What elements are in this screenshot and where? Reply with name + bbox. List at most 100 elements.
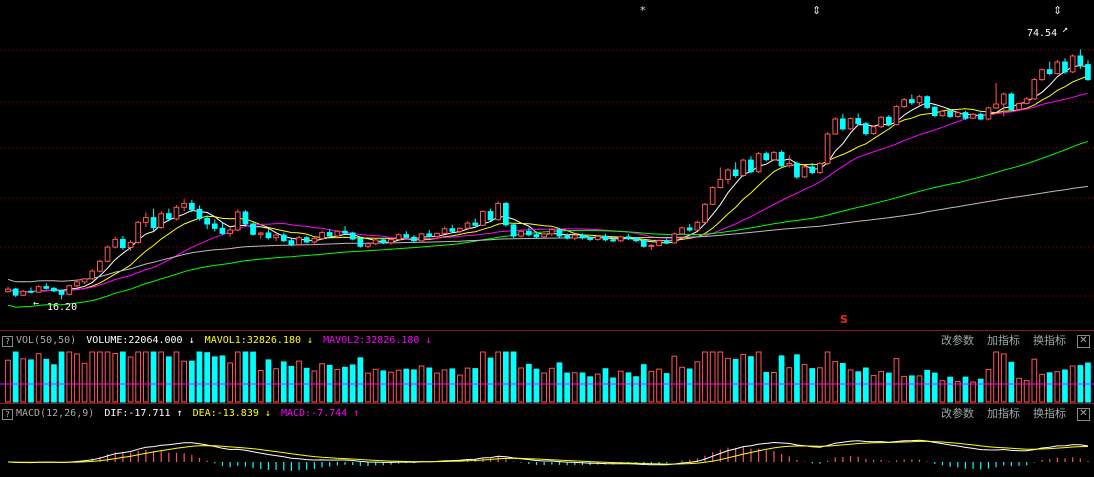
candle-body <box>441 228 448 234</box>
candle-body <box>303 237 310 243</box>
volume-bar <box>1000 353 1007 403</box>
dea-value: DEA:-13.839 <box>192 408 259 419</box>
candle-body <box>434 232 440 237</box>
volume-bar <box>526 363 532 403</box>
candle-body <box>617 236 624 242</box>
volume-bar <box>579 372 586 403</box>
close-icon[interactable]: ✕ <box>1077 335 1090 348</box>
candle-body <box>1031 79 1038 100</box>
price-chart[interactable] <box>0 0 1094 330</box>
candle-body <box>671 233 678 244</box>
add-indicator-button[interactable]: 加指标 <box>987 334 1020 347</box>
candle-body <box>755 153 762 173</box>
volume-bar <box>5 359 11 403</box>
add-indicator-button[interactable]: 加指标 <box>987 407 1020 420</box>
change-params-button[interactable]: 改参数 <box>941 407 974 420</box>
volume-bar <box>901 375 907 403</box>
high-arrow-icon: ↗ <box>1062 24 1069 35</box>
volume-bar <box>970 381 976 403</box>
mavol2-arrow-icon: ↓ <box>425 335 432 346</box>
candle-body <box>380 239 387 244</box>
candle-body <box>365 243 371 247</box>
volume-bar <box>35 353 42 403</box>
mavol1-arrow-icon: ↓ <box>307 335 314 346</box>
volume-bar <box>763 372 770 403</box>
macd-name[interactable]: MACD(12,26,9) <box>16 408 95 419</box>
volume-bar <box>257 370 264 403</box>
volume-bar <box>20 358 27 403</box>
candle-body <box>12 288 19 296</box>
candle-body <box>20 290 27 296</box>
candle-body <box>870 126 877 135</box>
volume-bar <box>58 351 65 403</box>
candle-body <box>686 227 693 231</box>
candle-body <box>74 281 80 287</box>
help-icon[interactable]: ? <box>2 336 13 347</box>
candle-body <box>564 235 570 239</box>
candle-body <box>809 166 816 174</box>
candle-body <box>1000 93 1007 105</box>
volume-chart[interactable] <box>0 349 1094 403</box>
candle-body <box>58 290 65 295</box>
volume-bar <box>349 364 356 403</box>
candle-body <box>326 232 333 237</box>
volume-bar <box>924 369 930 403</box>
volume-bar <box>916 375 923 403</box>
candle-body <box>633 238 639 242</box>
volume-bar <box>686 368 693 403</box>
volume-bar <box>549 367 555 403</box>
candle-body <box>556 229 563 237</box>
candle-body <box>1008 93 1015 110</box>
volume-bar <box>173 351 180 403</box>
volume-bar <box>625 372 632 403</box>
volume-bar <box>847 369 854 403</box>
volume-bar <box>564 372 570 403</box>
volume-bar <box>817 367 823 403</box>
candle-body <box>794 163 800 178</box>
candle-body <box>234 211 241 231</box>
candle-body <box>280 234 287 242</box>
candle-body <box>403 234 410 238</box>
volume-bar <box>870 374 877 403</box>
volume-bar <box>1085 362 1091 403</box>
candle-body <box>204 217 211 225</box>
volume-bar <box>732 358 739 403</box>
switch-indicator-button[interactable]: 换指标 <box>1033 334 1066 347</box>
candle-body <box>1077 55 1084 66</box>
volume-bar <box>809 368 816 403</box>
macd-chart[interactable] <box>0 422 1094 477</box>
candle-body <box>663 240 670 244</box>
change-params-button[interactable]: 改参数 <box>941 334 974 347</box>
candle-body <box>211 223 218 229</box>
candle-body <box>349 232 356 240</box>
volume-bar <box>931 372 938 403</box>
event-arrow-marker: ⇕ <box>812 4 822 17</box>
volume-bar <box>771 372 777 403</box>
volume-bar <box>863 367 869 403</box>
volume-bar <box>556 362 563 403</box>
candle-body <box>725 169 731 180</box>
candle-body <box>273 234 279 239</box>
switch-indicator-button[interactable]: 换指标 <box>1033 407 1066 420</box>
candle-body <box>901 99 907 108</box>
volume-bar <box>977 378 984 403</box>
volume-bar <box>717 351 724 403</box>
candle-body <box>81 278 88 283</box>
candle-body <box>939 110 946 117</box>
volume-bar <box>242 351 249 403</box>
help-icon[interactable]: ? <box>2 409 13 420</box>
volume-bar <box>150 351 157 403</box>
close-icon[interactable]: ✕ <box>1077 408 1090 421</box>
volume-bar <box>158 351 165 403</box>
vol-name[interactable]: VOL(50,50) <box>16 335 77 346</box>
volume-bar <box>81 362 88 403</box>
volume-bar <box>778 355 785 403</box>
vol-indicator-values: VOL(50,50) VOLUME:22064.000 ↓ MAVOL1:328… <box>16 333 431 349</box>
volume-bar <box>893 358 900 403</box>
candle-body <box>395 234 402 240</box>
candle-body <box>748 159 754 173</box>
volume-bar <box>480 351 486 403</box>
volume-bar <box>993 351 999 403</box>
volume-bar <box>495 351 501 403</box>
